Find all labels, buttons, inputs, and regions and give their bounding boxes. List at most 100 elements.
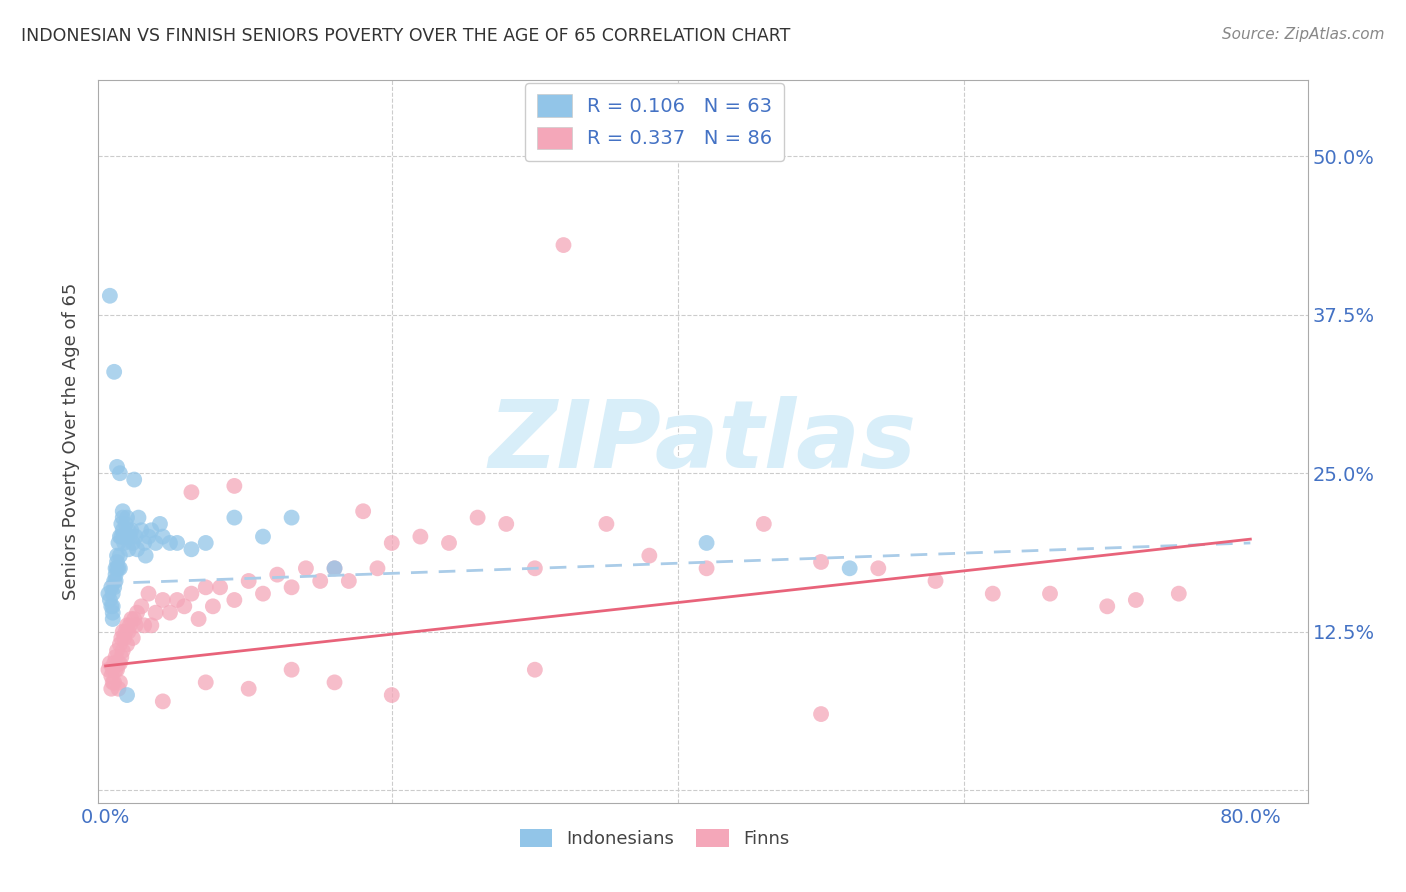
Point — [101, 663, 124, 677]
Point — [252, 530, 274, 544]
Point — [112, 631, 135, 645]
Point — [120, 612, 142, 626]
Point — [467, 510, 489, 524]
Point — [523, 663, 546, 677]
Point — [194, 675, 217, 690]
Point — [108, 549, 131, 563]
Point — [868, 561, 890, 575]
Point — [111, 523, 134, 537]
Point — [110, 631, 132, 645]
Point — [381, 688, 404, 702]
Point — [97, 663, 120, 677]
Point — [107, 536, 129, 550]
Point — [110, 530, 132, 544]
Point — [495, 516, 517, 531]
Point — [924, 574, 946, 588]
Point — [280, 510, 302, 524]
Point — [152, 593, 174, 607]
Point — [194, 536, 217, 550]
Point — [108, 637, 131, 651]
Point — [110, 650, 132, 665]
Point — [981, 587, 1004, 601]
Point — [752, 516, 775, 531]
Point — [1167, 587, 1189, 601]
Point — [224, 510, 246, 524]
Point — [224, 479, 246, 493]
Point — [138, 587, 160, 601]
Point — [103, 657, 125, 671]
Point — [696, 536, 718, 550]
Point — [115, 510, 138, 524]
Point — [224, 593, 246, 607]
Point — [187, 612, 209, 626]
Point — [111, 624, 134, 639]
Point — [98, 593, 121, 607]
Point — [238, 574, 260, 588]
Point — [638, 549, 661, 563]
Point — [131, 599, 153, 614]
Point — [105, 459, 128, 474]
Point — [117, 624, 139, 639]
Point — [280, 580, 302, 594]
Point — [115, 530, 138, 544]
Point — [437, 536, 460, 550]
Point — [131, 523, 153, 537]
Point — [134, 618, 156, 632]
Point — [152, 694, 174, 708]
Point — [105, 643, 128, 657]
Point — [323, 675, 346, 690]
Point — [104, 567, 127, 582]
Point — [159, 536, 181, 550]
Y-axis label: Seniors Poverty Over the Age of 65: Seniors Poverty Over the Age of 65 — [62, 283, 80, 600]
Point — [141, 618, 163, 632]
Point — [124, 530, 146, 544]
Point — [97, 587, 120, 601]
Point — [810, 555, 832, 569]
Point — [103, 675, 125, 690]
Point — [201, 599, 224, 614]
Point — [101, 612, 124, 626]
Point — [381, 536, 404, 550]
Point — [141, 523, 163, 537]
Point — [173, 599, 195, 614]
Point — [135, 549, 157, 563]
Point — [149, 516, 172, 531]
Point — [352, 504, 374, 518]
Point — [295, 561, 318, 575]
Point — [115, 618, 138, 632]
Point — [104, 650, 127, 665]
Point — [104, 663, 127, 677]
Point — [105, 555, 128, 569]
Point — [152, 530, 174, 544]
Point — [111, 504, 134, 518]
Point — [252, 587, 274, 601]
Point — [124, 618, 146, 632]
Point — [107, 657, 129, 671]
Point — [108, 467, 131, 481]
Point — [118, 618, 141, 632]
Point — [108, 657, 131, 671]
Point — [108, 561, 131, 575]
Point — [323, 561, 346, 575]
Point — [101, 587, 124, 601]
Point — [180, 587, 202, 601]
Point — [409, 530, 432, 544]
Point — [115, 637, 138, 651]
Point — [105, 549, 128, 563]
Point — [100, 681, 122, 696]
Point — [105, 561, 128, 575]
Point — [104, 574, 127, 588]
Point — [118, 530, 141, 544]
Point — [145, 606, 167, 620]
Point — [337, 574, 360, 588]
Point — [266, 567, 288, 582]
Point — [134, 536, 156, 550]
Point — [180, 485, 202, 500]
Point — [111, 510, 134, 524]
Point — [553, 238, 575, 252]
Point — [159, 606, 181, 620]
Point — [121, 536, 143, 550]
Point — [103, 580, 125, 594]
Point — [112, 530, 135, 544]
Point — [112, 536, 135, 550]
